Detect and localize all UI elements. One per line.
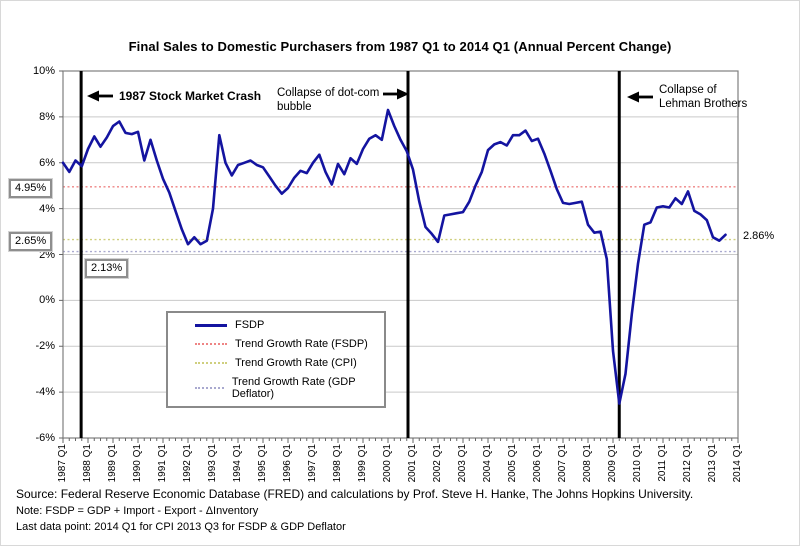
legend-item-trend-fsdp: Trend Growth Rate (FSDP): [195, 338, 384, 350]
source-line: Source: Federal Reserve Economic Databas…: [16, 487, 694, 501]
x-axis-label: 2009 Q1: [607, 444, 618, 483]
y-axis-label: 0%: [39, 294, 55, 307]
x-axis-label: 2013 Q1: [707, 444, 718, 483]
y-axis-label: -2%: [35, 340, 55, 353]
y-axis-label: 8%: [39, 110, 55, 123]
legend-item-fsdp: FSDP: [195, 319, 384, 331]
x-axis-label: 1991 Q1: [157, 444, 168, 483]
arrow-left-icon: [87, 90, 113, 102]
arrow-left-icon: [627, 91, 653, 103]
y-axis-label: 10%: [32, 65, 55, 77]
annotation-text: Collapse of Lehman Brothers: [659, 84, 748, 110]
legend-swatch-trend-fsdp: [195, 343, 227, 346]
legend-item-trend-gdp: Trend Growth Rate (GDP Deflator): [195, 376, 384, 400]
x-axis-label: 1990 Q1: [132, 444, 143, 483]
chart-title: Final Sales to Domestic Purchasers from …: [128, 39, 672, 54]
chart-legend: FSDP Trend Growth Rate (FSDP) Trend Grow…: [166, 311, 386, 408]
y-axis-label: -6%: [35, 432, 55, 444]
x-axis-label: 2006 Q1: [532, 444, 543, 483]
trend-cpi-value-box: 2.65%: [7, 231, 54, 252]
x-axis-label: 1992 Q1: [182, 444, 193, 483]
annotation-lehman: Collapse of Lehman Brothers: [627, 83, 747, 111]
y-axis-label: -4%: [35, 386, 55, 399]
x-axis-label: 2004 Q1: [482, 444, 493, 483]
trend-gdp-deflator-value-box: 2.13%: [83, 258, 130, 279]
y-axis-label: 6%: [39, 156, 55, 169]
annotation-dotcom: Collapse of dot-com bubble: [277, 86, 410, 114]
x-axis-label: 1997 Q1: [307, 444, 318, 483]
x-axis-label: 1999 Q1: [357, 444, 368, 483]
series-end-label: 2.86%: [743, 230, 775, 242]
x-axis-label: 2008 Q1: [582, 444, 593, 483]
legend-label: Trend Growth Rate (CPI): [235, 356, 357, 369]
x-axis-label: 2000 Q1: [382, 444, 393, 483]
y-axis-label: 2%: [39, 248, 55, 261]
x-axis-label: 1994 Q1: [232, 444, 243, 483]
x-axis-label: 2011 Q1: [657, 444, 668, 482]
x-axis-label: 1993 Q1: [207, 444, 218, 483]
x-axis-label: 1989 Q1: [107, 444, 118, 483]
annotation-text: Collapse of dot-com bubble: [277, 87, 380, 113]
legend-swatch-trend-cpi: [195, 361, 227, 364]
legend-item-trend-cpi: Trend Growth Rate (CPI): [195, 357, 384, 369]
x-axis-label: 1987 Q1: [57, 444, 68, 483]
x-axis-label: 1996 Q1: [282, 444, 293, 483]
x-axis-label: 1988 Q1: [82, 444, 93, 483]
annotation-1987-crash: 1987 Stock Market Crash: [87, 89, 261, 103]
x-axis-label: 2002 Q1: [432, 444, 443, 483]
annotation-text: 1987 Stock Market Crash: [119, 89, 262, 103]
legend-swatch-fsdp: [195, 323, 227, 327]
x-axis-label: 2012 Q1: [682, 444, 693, 483]
x-axis-label: 2010 Q1: [632, 444, 643, 483]
x-axis-label: 2007 Q1: [557, 444, 568, 483]
trend-fsdp-value-box: 4.95%: [7, 178, 54, 199]
last-data-point-line: Last data point: 2014 Q1 for CPI 2013 Q3…: [16, 521, 346, 533]
legend-swatch-trend-gdp: [195, 386, 224, 389]
x-axis-label: 1995 Q1: [257, 444, 268, 483]
x-axis-label: 2005 Q1: [507, 444, 518, 483]
legend-label: Trend Growth Rate (FSDP): [235, 338, 368, 351]
x-axis-label: 2003 Q1: [457, 444, 468, 483]
note-line: Note: FSDP = GDP + Import - Export - ΔIn…: [16, 505, 259, 517]
x-axis-label: 2001 Q1: [407, 444, 418, 483]
x-axis-label: 1998 Q1: [332, 444, 343, 483]
arrow-right-icon: [383, 88, 410, 100]
legend-label: FSDP: [235, 319, 265, 332]
y-axis-label: 4%: [39, 202, 55, 215]
legend-label: Trend Growth Rate (GDP Deflator): [231, 375, 356, 400]
x-axis-label: 2014 Q1: [732, 444, 743, 483]
